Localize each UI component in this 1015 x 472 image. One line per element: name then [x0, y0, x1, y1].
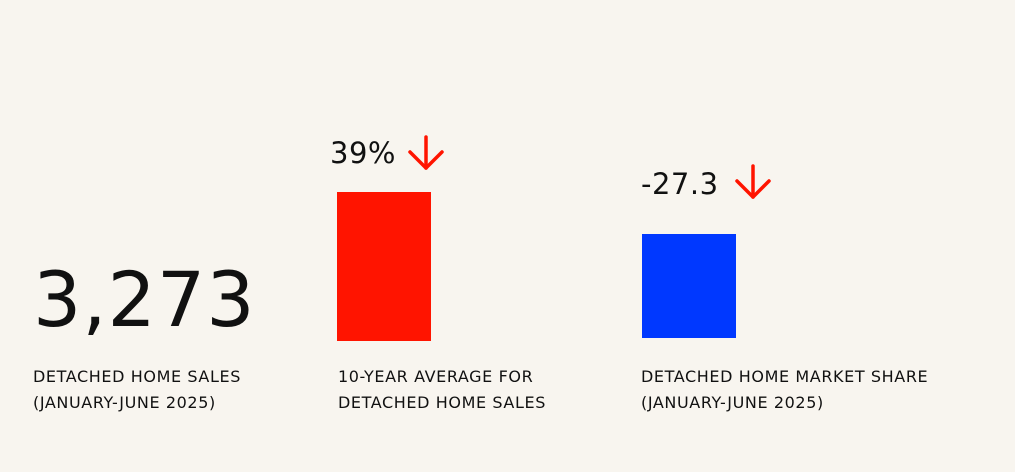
ten-year-average-label-line2: DETACHED HOME SALES [338, 393, 546, 412]
market-share-value-label: -27.3 [641, 167, 719, 201]
market-share-bar [642, 233, 736, 338]
detached-home-sales-label-line1: DETACHED HOME SALES [33, 367, 241, 386]
ten-year-average-label: 10-YEAR AVERAGE FOR DETACHED HOME SALES [338, 364, 546, 416]
detached-home-sales-number: 3,273 [33, 255, 256, 344]
market-share-label-line2: (JANUARY-JUNE 2025) [641, 393, 824, 412]
ten-year-average-value-label: 39% [330, 136, 396, 170]
market-share-label: DETACHED HOME MARKET SHARE (JANUARY-JUNE… [641, 364, 928, 416]
market-share-label-line1: DETACHED HOME MARKET SHARE [641, 367, 929, 386]
detached-home-sales-label: DETACHED HOME SALES (JANUARY-JUNE 2025) [33, 364, 241, 416]
arrow-down-icon [408, 135, 444, 170]
ten-year-average-label-line1: 10-YEAR AVERAGE FOR [338, 367, 534, 386]
ten-year-average-bar [337, 192, 431, 341]
arrow-down-icon [735, 164, 771, 199]
detached-home-sales-label-line2: (JANUARY-JUNE 2025) [33, 393, 216, 412]
